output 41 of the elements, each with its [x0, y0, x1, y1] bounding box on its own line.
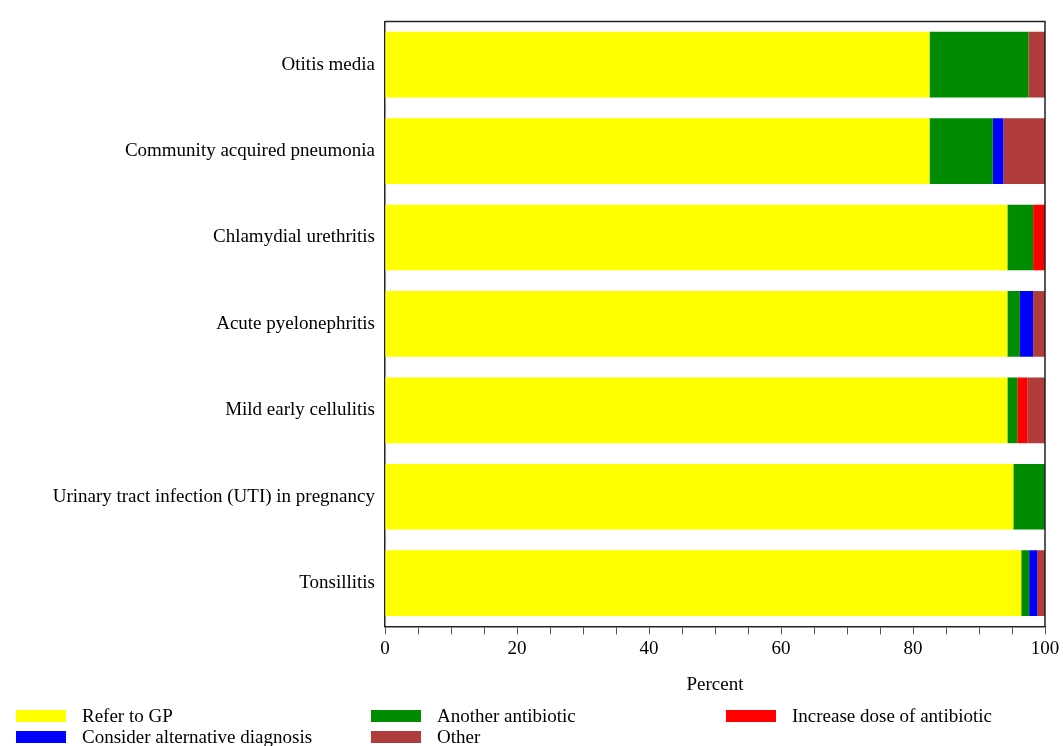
bar [1021, 550, 1030, 617]
bar [992, 118, 1004, 184]
bar [385, 118, 930, 184]
legend-label: Increase dose of antibiotic [792, 705, 992, 726]
x-tick-label: 20 [507, 636, 527, 658]
bar [385, 463, 1014, 530]
y-tick-label: Tonsillitis [299, 571, 375, 593]
bar [1027, 377, 1045, 444]
bar [385, 377, 1008, 444]
legend-label: Other [437, 726, 481, 746]
x-tick-label: 0 [380, 636, 390, 658]
bar [1033, 291, 1045, 357]
y-tick-label: Mild early cellulitis [225, 398, 375, 420]
bar [929, 118, 993, 184]
x-tick-label: 100 [1030, 636, 1060, 658]
y-tick-label: Community acquired pneumonia [124, 139, 376, 161]
bar [1033, 204, 1045, 271]
bar [1029, 550, 1038, 617]
bar [1003, 118, 1045, 184]
bar [385, 291, 1008, 357]
y-tick-label: Otitis media [281, 52, 376, 74]
x-tick-label: 40 [639, 636, 659, 658]
bar [929, 31, 1029, 98]
legend-label: Refer to GP [82, 705, 173, 726]
y-tick-label: Acute pyelonephritis [216, 311, 375, 333]
x-tick-label: 80 [903, 636, 923, 658]
bar [1017, 377, 1028, 444]
bar [1007, 204, 1034, 271]
y-tick-label: Chlamydial urethritis [212, 225, 375, 247]
bar [1007, 291, 1020, 357]
bar [1013, 463, 1045, 530]
bar [385, 31, 930, 98]
x-axis-title: Percent [686, 672, 745, 694]
bar [1007, 377, 1018, 444]
legend-label: Another antibiotic [437, 705, 576, 726]
bar [1019, 291, 1034, 357]
bar [1028, 31, 1045, 98]
y-tick-label: Urinary tract infection (UTI) in pregnancy [52, 484, 376, 507]
x-tick-label: 60 [771, 636, 791, 658]
bar [385, 204, 1008, 271]
bar [385, 550, 1022, 617]
